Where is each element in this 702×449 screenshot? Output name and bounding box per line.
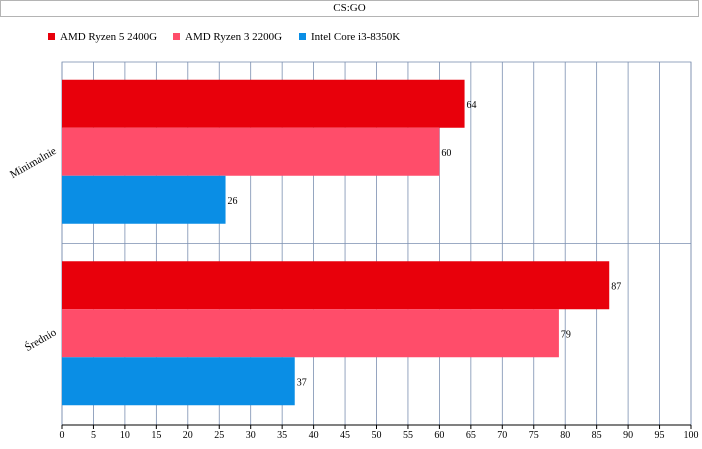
x-tick-label: 100: [684, 430, 699, 441]
x-tick-label: 30: [246, 430, 256, 441]
bar: [62, 357, 295, 406]
x-tick-label: 70: [497, 430, 507, 441]
data-label: 79: [561, 329, 571, 340]
bar: [62, 79, 465, 128]
x-tick-label: 90: [623, 430, 633, 441]
x-tick-label: 55: [403, 430, 413, 441]
bar: [62, 175, 226, 224]
chart-title: CS:GO: [0, 0, 699, 17]
x-tick-label: 50: [372, 430, 382, 441]
data-label: 37: [297, 377, 307, 388]
bar: [62, 309, 559, 358]
data-label: 64: [467, 100, 477, 111]
x-tick-label: 40: [309, 430, 319, 441]
legend-label: AMD Ryzen 3 2200G: [185, 31, 282, 43]
x-tick-label: 35: [277, 430, 287, 441]
legend-swatch: [299, 33, 306, 40]
data-label: 87: [611, 281, 621, 292]
x-tick-label: 65: [466, 430, 476, 441]
category-label: Minimalnie: [8, 145, 59, 181]
x-tick-label: 10: [120, 430, 130, 441]
x-tick-label: 5: [91, 430, 96, 441]
x-tick-label: 0: [60, 430, 65, 441]
x-tick-label: 45: [340, 430, 350, 441]
legend-label: AMD Ryzen 5 2400G: [60, 31, 157, 43]
x-tick-label: 20: [183, 430, 193, 441]
x-tick-label: 85: [592, 430, 602, 441]
data-label: 26: [228, 196, 238, 207]
category-label: Średnio: [23, 326, 59, 354]
x-tick-label: 80: [560, 430, 570, 441]
x-tick-label: 15: [151, 430, 161, 441]
x-tick-label: 60: [434, 430, 444, 441]
x-tick-label: 95: [655, 430, 665, 441]
legend-label: Intel Core i3-8350K: [311, 31, 400, 43]
x-tick-label: 75: [529, 430, 539, 441]
legend-swatch: [173, 33, 180, 40]
bar: [62, 127, 440, 176]
data-label: 60: [441, 148, 451, 159]
legend-swatch: [48, 33, 55, 40]
bar: [62, 261, 610, 310]
x-tick-label: 25: [214, 430, 224, 441]
